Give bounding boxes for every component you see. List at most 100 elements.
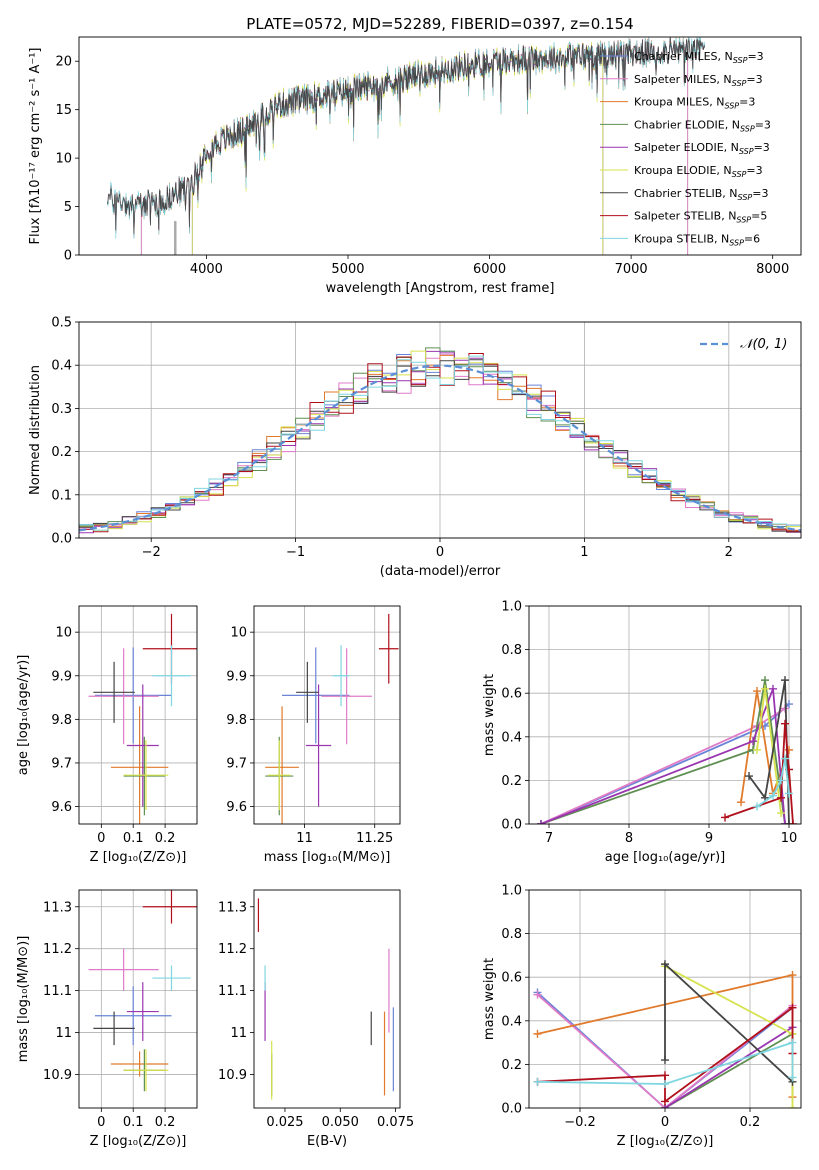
y-tick-label: 15 xyxy=(55,103,72,118)
errorbar-point xyxy=(123,736,166,816)
weight-marker xyxy=(661,1056,669,1065)
errorbar-point xyxy=(88,948,159,991)
panel-mass-weight-vs-age: 7 8 9 10 0.0 0.2 0.4 0.6 0.8 1.0 age [log₁₀(age/yr… xyxy=(482,600,802,865)
weight-marker xyxy=(788,1003,797,1012)
spectrum-line-kroupa-elodie xyxy=(191,41,604,255)
legend-label: Kroupa ELODIE, NSSP=3 xyxy=(634,164,763,179)
y-tick-label: 11.3 xyxy=(218,900,247,915)
weight-marker xyxy=(661,1080,669,1089)
y-tick-label: 10 xyxy=(55,152,72,167)
errorbar-point xyxy=(378,613,399,684)
y-tick-label: 1.0 xyxy=(501,600,522,615)
x-tick-label: 0 xyxy=(97,831,105,846)
spectrum-line-salpeter-elodie xyxy=(191,41,604,255)
legend-label: Kroupa STELIB, NSSP=6 xyxy=(634,232,760,247)
x-tick-label: 0.050 xyxy=(322,1115,359,1130)
x-tick-label: 7000 xyxy=(615,262,648,277)
weight-marker xyxy=(737,798,745,807)
errorbar-point xyxy=(321,648,372,745)
x-axis-label: wavelength [Angstrom, rest frame] xyxy=(326,281,555,296)
weight-marker xyxy=(761,684,769,693)
spectrum-line-kroupa-stelib xyxy=(106,37,706,239)
plot-area xyxy=(106,37,706,255)
y-tick-label: 0.5 xyxy=(51,316,72,331)
x-tick-label: 0 xyxy=(661,1115,669,1130)
y-tick-label: 10 xyxy=(55,626,72,641)
x-axis-label: E(B-V) xyxy=(307,1134,347,1149)
weight-marker xyxy=(777,809,785,818)
weight-marker xyxy=(789,820,797,824)
errorbar-point xyxy=(93,661,135,723)
legend-label: 𝒩(0, 1) xyxy=(740,337,787,352)
plot-area xyxy=(533,960,797,1108)
weight-line-chabrier-elodie xyxy=(540,679,786,824)
x-tick-label: 8 xyxy=(625,831,633,846)
y-tick-label: 9.9 xyxy=(51,669,72,684)
y-tick-label: 0.0 xyxy=(501,818,522,833)
axes-frame xyxy=(78,36,802,256)
x-tick-label: −1 xyxy=(286,545,305,560)
axes-frame xyxy=(528,605,802,825)
y-tick-label: 11 xyxy=(230,1026,247,1041)
legend: 𝒩(0, 1) xyxy=(700,337,787,352)
weight-marker xyxy=(661,960,669,969)
weight-marker xyxy=(537,820,545,824)
x-axis-label: Z [log₁₀(Z/Z⊙)] xyxy=(617,1134,714,1149)
weight-marker xyxy=(761,676,769,685)
y-tick-label: 0.8 xyxy=(501,643,522,658)
x-tick-label: 0.2 xyxy=(155,1115,176,1130)
errorbar-point xyxy=(88,648,159,745)
errorbar-point xyxy=(296,661,319,723)
x-tick-label: 0 xyxy=(436,545,444,560)
y-tick-label: 11.1 xyxy=(43,984,72,999)
weight-marker xyxy=(777,776,785,785)
weight-marker xyxy=(785,789,793,798)
legend-label: Salpeter MILES, NSSP=3 xyxy=(634,73,763,88)
legend-label: Chabrier STELIB, NSSP=3 xyxy=(634,187,768,202)
x-axis-label: Z [log₁₀(Z/Z⊙)] xyxy=(90,1134,187,1149)
x-tick-label: 8000 xyxy=(756,262,789,277)
y-tick-label: 11.3 xyxy=(43,900,72,915)
y-tick-label: 0.2 xyxy=(51,445,72,460)
errorbar-point xyxy=(268,740,291,811)
weight-marker xyxy=(721,813,729,822)
weight-marker xyxy=(753,687,761,696)
errorbar-point xyxy=(110,706,169,824)
spectrum-line-chabrier-elodie xyxy=(191,41,604,255)
errorbar-point xyxy=(110,1051,169,1077)
x-tick-label: 0.075 xyxy=(377,1115,414,1130)
weight-line-kroupa-stelib xyxy=(537,1041,794,1085)
weight-line-chabrier-miles xyxy=(536,991,794,1108)
axes-frame xyxy=(253,889,401,1109)
axes-frame xyxy=(253,605,401,825)
y-tick-label: 9.7 xyxy=(226,756,247,771)
y-tick-label: 11.2 xyxy=(43,942,72,957)
y-tick-label: 5 xyxy=(64,200,72,215)
y-tick-label: 11 xyxy=(55,1026,72,1041)
y-tick-label: 0 xyxy=(64,249,72,264)
plot-area xyxy=(537,676,797,824)
weight-marker xyxy=(661,1097,669,1106)
y-tick-label: 10.9 xyxy=(218,1068,247,1083)
y-tick-label: 9.8 xyxy=(226,713,247,728)
panel-mass-weight-vs-Z: −0.2 0 0.2 0.0 0.2 0.4 0.6 0.8 1.0 Z [log₁₀(Z/Z⊙)… xyxy=(482,884,802,1149)
panel-residuals: −2 −1 0 1 2 0.0 0.1 0.2 0.3 0.4 0.5 (data-model)/er… xyxy=(28,316,802,579)
weight-marker xyxy=(788,1038,797,1047)
x-tick-label: 0.2 xyxy=(740,1115,761,1130)
y-axis-label: mass weight xyxy=(482,674,497,756)
x-tick-label: 2 xyxy=(725,545,733,560)
legend-label: Chabrier MILES, NSSP=3 xyxy=(634,50,764,65)
x-tick-label: 9 xyxy=(705,831,713,846)
weight-marker xyxy=(788,1073,797,1082)
y-tick-label: 0.4 xyxy=(51,359,72,374)
legend-label: Kroupa MILES, NSSP=3 xyxy=(634,96,755,111)
y-tick-label: 0.3 xyxy=(51,402,72,417)
y-axis-label: mass [log₁₀(M/M⊙)] xyxy=(16,936,31,1063)
errorbar-point xyxy=(123,740,169,811)
histogram-salpeter-stelib xyxy=(79,353,801,533)
x-tick-label: 11.25 xyxy=(356,831,393,846)
errorbar-point xyxy=(94,986,172,1046)
x-tick-label: 0.025 xyxy=(266,1115,303,1130)
legend-label: Chabrier ELODIE, NSSP=3 xyxy=(634,118,771,133)
